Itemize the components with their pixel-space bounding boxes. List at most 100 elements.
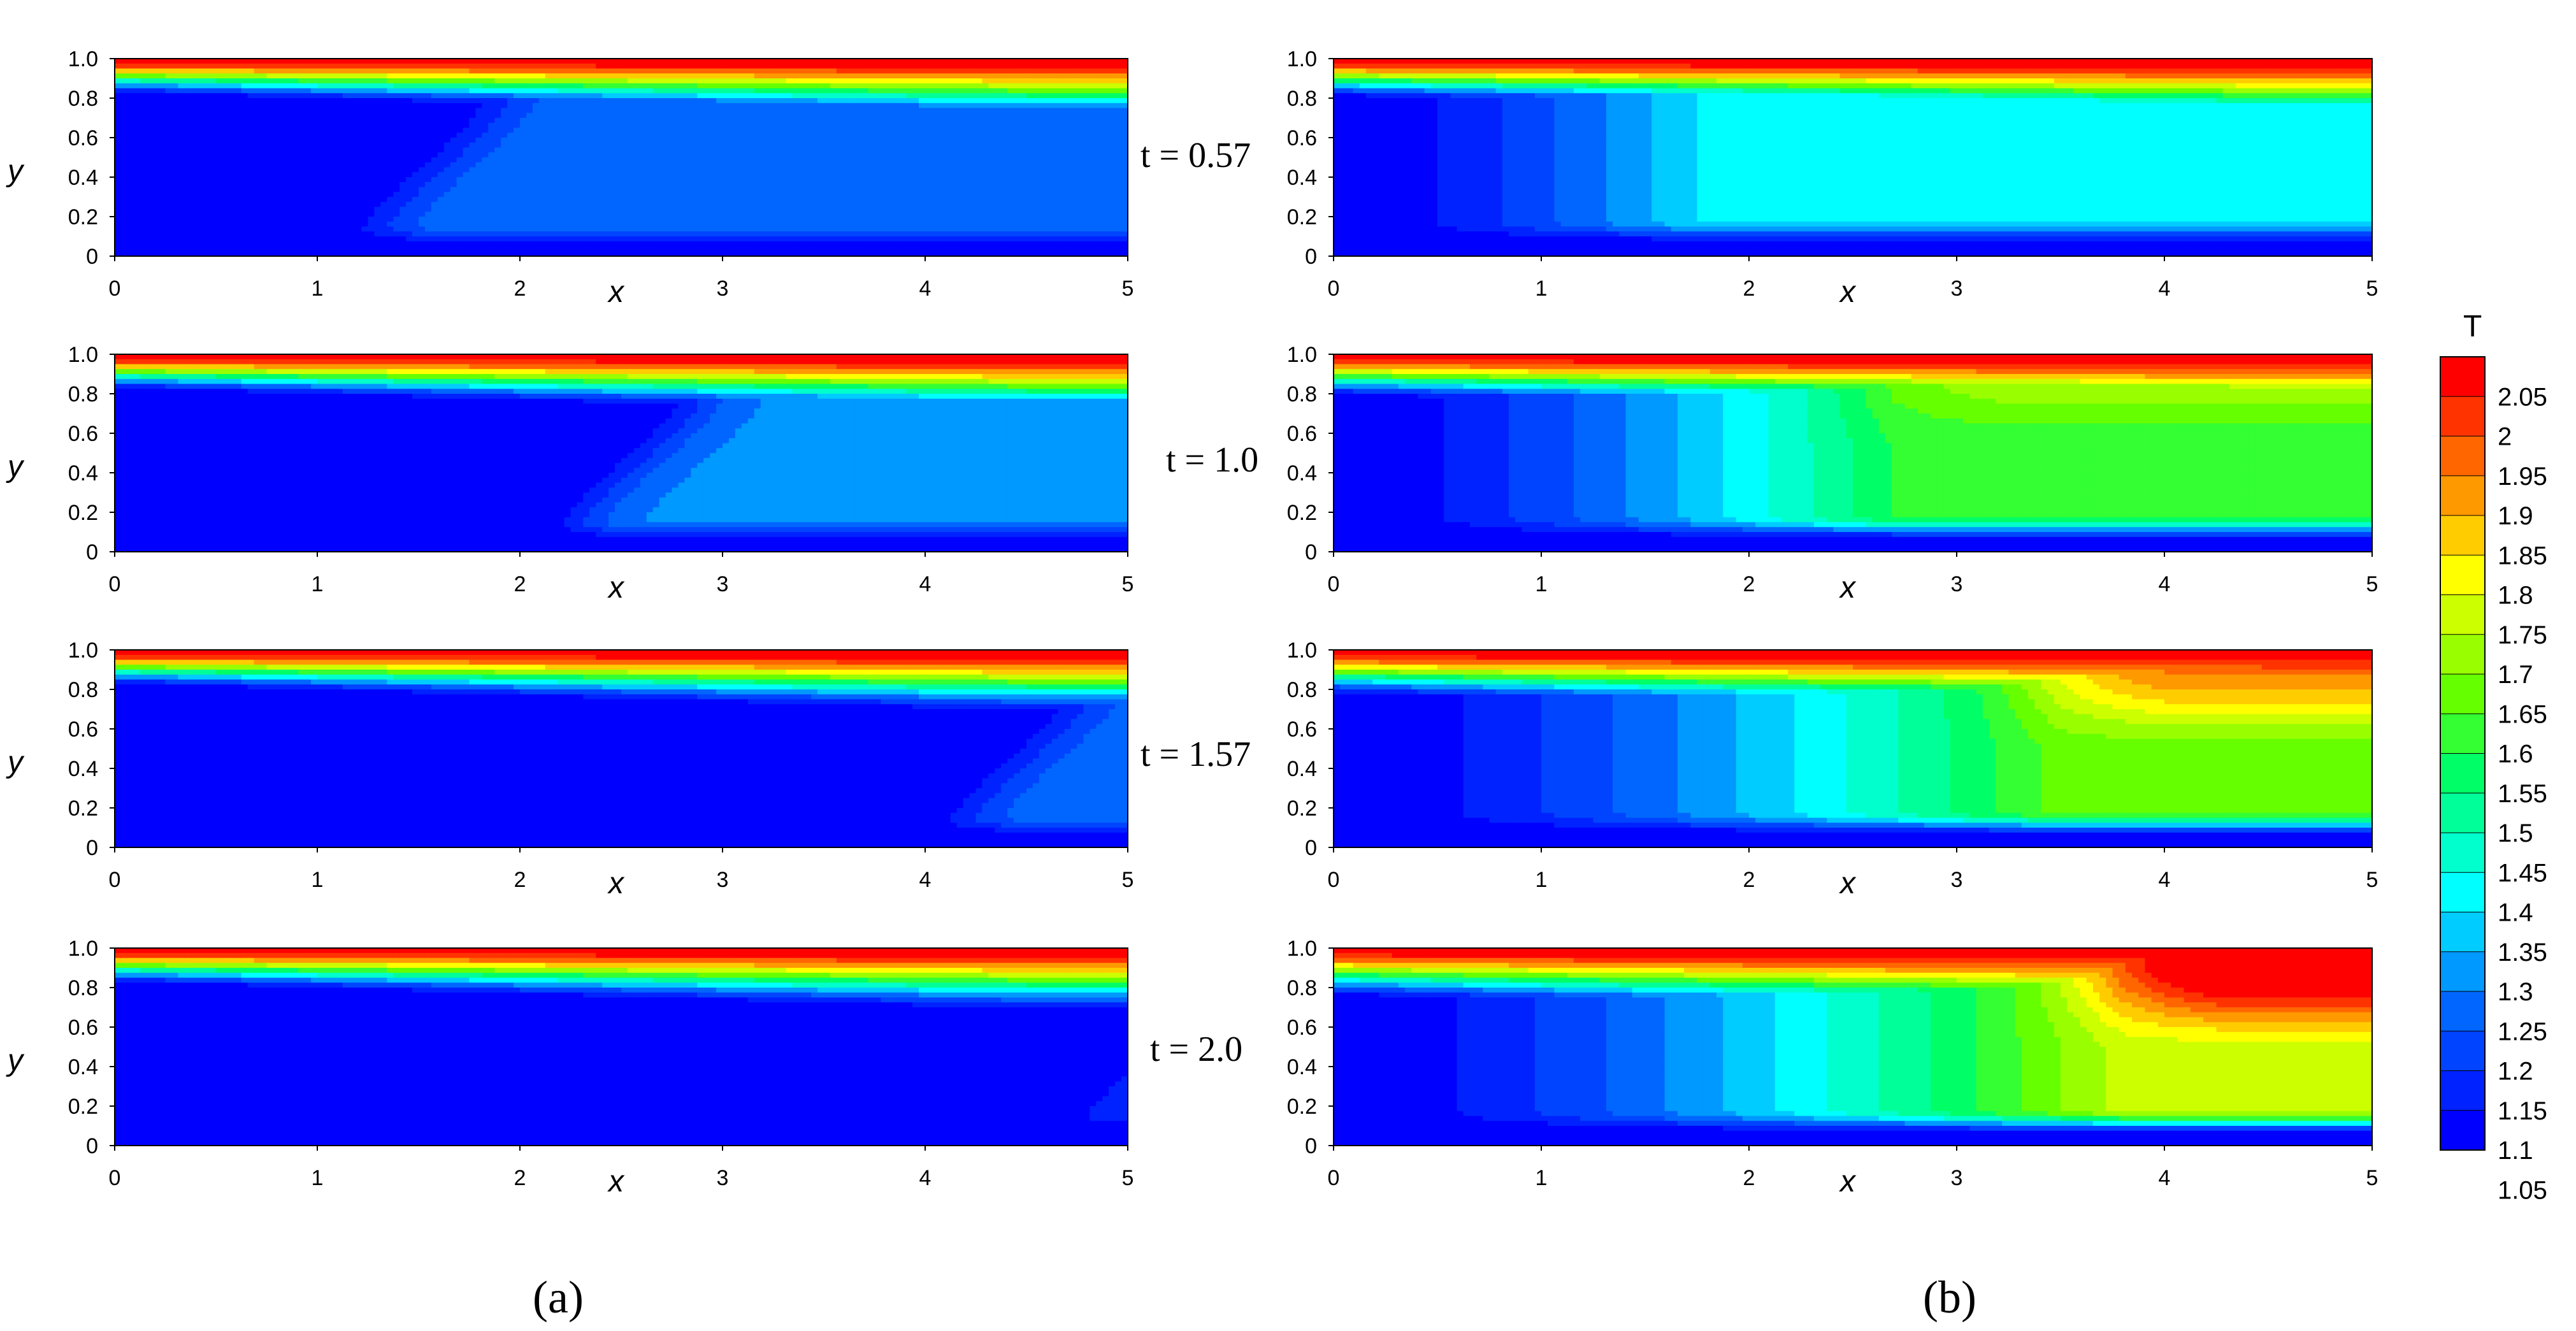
contour-cell: [774, 227, 781, 232]
contour-cell: [608, 113, 615, 118]
contour-cell: [241, 83, 248, 89]
contour-cell: [380, 197, 387, 202]
contour-cell: [779, 212, 786, 217]
contour-cell: [140, 89, 147, 94]
contour-cell: [507, 89, 514, 94]
contour-cell: [171, 162, 178, 168]
contour-cell: [779, 241, 786, 247]
contour-cell: [678, 89, 685, 94]
contour-cell: [356, 83, 363, 89]
contour-cell: [735, 73, 742, 78]
contour-cell: [482, 108, 489, 113]
contour-cell: [343, 172, 350, 177]
contour-cell: [305, 157, 312, 162]
contour-cell: [729, 98, 736, 103]
contour-cell: [197, 192, 204, 197]
contour-cell: [774, 187, 781, 192]
contour-cell: [900, 162, 907, 168]
contour-cell: [356, 143, 363, 148]
contour-cell: [565, 83, 572, 89]
contour-cell: [774, 222, 781, 227]
contour-cell: [640, 143, 647, 148]
contour-cell: [336, 103, 343, 108]
contour-cell: [298, 73, 305, 78]
contour-cell: [748, 69, 755, 74]
contour-cell: [640, 182, 647, 187]
contour-cell: [900, 128, 907, 133]
contour-cell: [470, 133, 477, 138]
contour-cell: [285, 192, 292, 197]
contour-cell: [723, 83, 730, 89]
contour-cell: [425, 108, 432, 113]
contour-cell: [349, 162, 356, 168]
contour-cell: [558, 152, 565, 157]
contour-cell: [210, 162, 217, 168]
contour-cell: [241, 69, 248, 74]
contour-cell: [615, 59, 622, 64]
contour-cell: [703, 118, 710, 123]
contour-cell: [393, 202, 400, 207]
contour-cell: [178, 59, 185, 64]
contour-cell: [703, 172, 710, 177]
contour-cell: [292, 108, 299, 113]
contour-cell: [273, 177, 280, 182]
contour-cell: [571, 143, 578, 148]
contour-cell: [520, 133, 527, 138]
contour-cell: [317, 168, 324, 173]
contour-cell: [470, 207, 477, 212]
contour-cell: [166, 222, 173, 227]
contour-cell: [336, 73, 343, 78]
contour-cell: [482, 202, 489, 207]
contour-cell: [748, 162, 755, 168]
contour-cell: [419, 113, 426, 118]
contour-cell: [628, 192, 635, 197]
contour-cell: [893, 118, 900, 123]
contour-cell: [811, 162, 818, 168]
contour-cell: [893, 123, 900, 128]
contour-cell: [893, 59, 900, 64]
contour-cell: [900, 182, 907, 187]
contour-cell: [672, 148, 679, 153]
contour-cell: [380, 168, 387, 173]
contour-cell: [691, 133, 698, 138]
contour-cell: [856, 162, 863, 168]
contour-cell: [703, 157, 710, 162]
contour-cell: [672, 157, 679, 162]
contour-cell: [140, 138, 147, 143]
contour-cell: [374, 187, 381, 192]
contour-cell: [380, 182, 387, 187]
contour-cell: [805, 236, 812, 241]
contour-cell: [273, 236, 280, 241]
contour-cell: [697, 222, 704, 227]
contour-cell: [856, 241, 863, 247]
contour-cell: [343, 69, 350, 74]
contour-cell: [900, 113, 907, 118]
contour-cell: [798, 69, 805, 74]
contour-cell: [893, 113, 900, 118]
contour-cell: [444, 143, 451, 148]
contour-cell: [380, 78, 387, 83]
contour-cell: [184, 212, 191, 217]
contour-cell: [197, 133, 204, 138]
contour-cell: [811, 182, 818, 187]
contour-cell: [748, 187, 755, 192]
contour-cell: [735, 64, 742, 69]
contour-cell: [261, 118, 268, 123]
contour-cell: [317, 152, 324, 157]
contour-cell: [368, 69, 375, 74]
contour-cell: [147, 202, 154, 207]
contour-cell: [147, 123, 154, 128]
contour-cell: [349, 108, 356, 113]
contour-cell: [514, 212, 521, 217]
contour-cell: [723, 177, 730, 182]
contour-cell: [659, 69, 666, 74]
contour-cell: [311, 212, 318, 217]
contour-cell: [438, 202, 445, 207]
contour-cell: [374, 89, 381, 94]
contour-panel-a-0: 00.20.40.60.81.00 1 2 3 4 5xy: [6, 47, 1133, 309]
contour-cell: [571, 98, 578, 103]
contour-cell: [399, 157, 407, 162]
contour-cell: [488, 182, 495, 187]
contour-cell: [514, 182, 521, 187]
contour-cell: [362, 187, 369, 192]
